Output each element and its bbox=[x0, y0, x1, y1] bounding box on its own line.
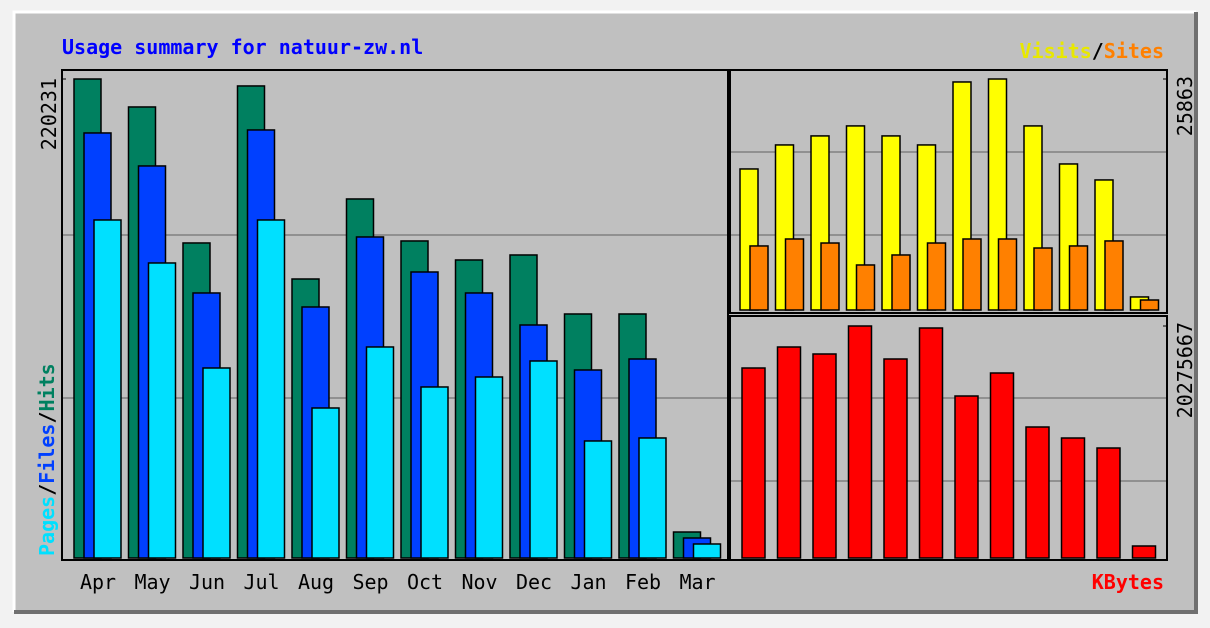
bar bbox=[365, 346, 395, 559]
x-tick-label: Dec bbox=[516, 570, 552, 594]
bar bbox=[1131, 545, 1157, 559]
bar bbox=[93, 219, 122, 559]
y-tick-label: 20275667 bbox=[1173, 322, 1197, 418]
bar bbox=[812, 353, 837, 559]
chart-title: Usage summary for natuur-zw.nl bbox=[62, 35, 423, 59]
bar bbox=[474, 376, 504, 559]
bar bbox=[583, 440, 613, 559]
x-tick-label: Feb bbox=[625, 570, 661, 594]
bar bbox=[1025, 426, 1050, 559]
x-tick-label: Nov bbox=[461, 570, 497, 594]
legend-entry: Sites bbox=[1104, 39, 1164, 63]
bar bbox=[749, 245, 769, 311]
bar bbox=[202, 367, 231, 559]
x-tick-label: Apr bbox=[80, 570, 116, 594]
bar bbox=[845, 125, 866, 311]
bar bbox=[918, 327, 944, 559]
bar bbox=[1068, 245, 1089, 311]
legend-entry: KBytes bbox=[1092, 570, 1164, 594]
bar bbox=[784, 238, 805, 311]
x-tick-label: Sep bbox=[352, 570, 388, 594]
bar bbox=[147, 262, 177, 559]
bar bbox=[883, 358, 908, 559]
bar bbox=[891, 254, 911, 311]
x-tick-label: Mar bbox=[679, 570, 715, 594]
y-tick-label: 220231 bbox=[37, 78, 61, 150]
x-tick-label: May bbox=[134, 570, 170, 594]
legend: Visits/Sites bbox=[1019, 39, 1164, 63]
bevel-dark bbox=[14, 12, 1198, 614]
bar bbox=[1139, 299, 1160, 311]
bar bbox=[820, 242, 840, 311]
bar bbox=[962, 238, 982, 311]
bar bbox=[741, 367, 766, 559]
x-tick-label: Aug bbox=[298, 570, 334, 594]
bar bbox=[954, 395, 979, 559]
x-tick-label: Jun bbox=[189, 570, 225, 594]
y-tick-label: 25863 bbox=[1173, 76, 1197, 136]
bar bbox=[776, 346, 802, 559]
legend-separator: / bbox=[35, 484, 59, 496]
legend-separator: / bbox=[35, 411, 59, 423]
bar bbox=[1096, 447, 1121, 559]
bar bbox=[692, 543, 722, 559]
bar bbox=[256, 219, 286, 559]
legend-entry: Visits bbox=[1019, 39, 1091, 63]
bar bbox=[529, 360, 558, 559]
main-frame bbox=[61, 69, 729, 561]
legend-separator: / bbox=[1092, 39, 1104, 63]
bar bbox=[847, 325, 873, 559]
x-tick-label: Jul bbox=[243, 570, 279, 594]
bevel-light bbox=[12, 10, 1196, 612]
kbytes-frame bbox=[729, 315, 1168, 561]
legend-entry: Hits bbox=[35, 363, 59, 411]
bar bbox=[311, 407, 340, 559]
bar bbox=[1104, 240, 1124, 311]
bar bbox=[926, 242, 947, 311]
x-tick-label: Oct bbox=[407, 570, 443, 594]
legend-entry: Files bbox=[35, 424, 59, 484]
legend-entry: Pages bbox=[35, 496, 59, 556]
visits-frame bbox=[729, 69, 1168, 314]
bar bbox=[855, 264, 876, 311]
bar bbox=[997, 238, 1018, 311]
x-tick-label: Jan bbox=[570, 570, 606, 594]
bar bbox=[638, 437, 667, 559]
bar bbox=[420, 386, 449, 559]
bar bbox=[1060, 437, 1086, 559]
legend: Pages/Files/Hits bbox=[35, 363, 59, 556]
bar bbox=[1033, 247, 1053, 311]
bar bbox=[989, 372, 1015, 559]
